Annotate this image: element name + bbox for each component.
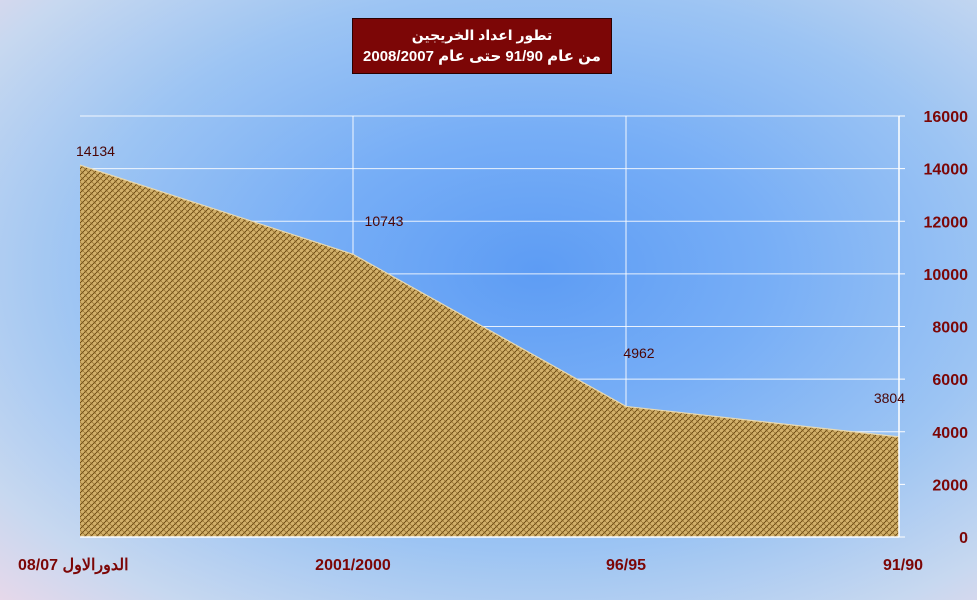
labels: 0 2000 4000 6000 8000 10000 12000 14000 16000 141… (18, 109, 968, 575)
x-category-label: 2001/2000 (315, 557, 391, 574)
area-edge-line (79, 164, 900, 438)
data-label: 10743 (365, 213, 404, 229)
chart-title: تطور اعداد الخريجين (411, 27, 553, 43)
chart-title-box: تطور اعداد الخريجين من عام 91/90 حتى عام… (352, 18, 612, 74)
data-label: 4962 (623, 345, 654, 361)
y-tick-label: 2000 (932, 477, 968, 494)
x-category-label: 96/95 (606, 557, 646, 574)
y-tick-label: 12000 (924, 214, 969, 231)
data-label: 14134 (76, 143, 115, 159)
area-series (79, 164, 900, 537)
y-tick-label: 8000 (932, 320, 968, 337)
chart-subtitle: من عام 91/90 حتى عام 2008/2007 (363, 48, 601, 65)
y-tick-label: 16000 (924, 109, 969, 126)
data-label: 3804 (874, 390, 905, 406)
axes (80, 115, 905, 538)
y-tick-label: 14000 (924, 162, 969, 179)
y-tick-label: 10000 (924, 267, 969, 284)
x-category-label: 91/90 (883, 557, 923, 574)
y-tick-label: 6000 (932, 372, 968, 389)
area-fill (80, 165, 899, 537)
y-tick-label: 4000 (932, 425, 968, 442)
y-tick-label: 0 (959, 530, 968, 547)
x-category-label: الدورالاول 08/07 (18, 557, 129, 575)
